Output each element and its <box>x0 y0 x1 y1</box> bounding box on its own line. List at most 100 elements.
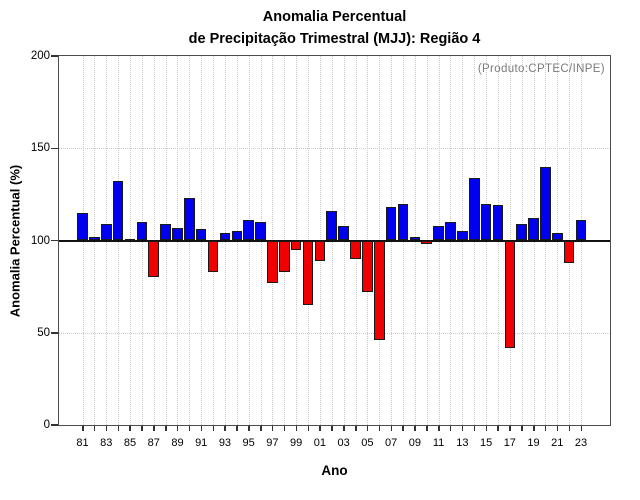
x-tick-08 <box>402 425 404 431</box>
x-tick-13 <box>461 425 464 431</box>
x-tick-label-23: 23 <box>574 437 588 449</box>
bar-85 <box>124 238 136 241</box>
x-tick-label-07: 07 <box>384 437 398 449</box>
x-tick-label-87: 87 <box>147 437 160 449</box>
baseline-100 <box>59 239 610 242</box>
bar-83 <box>100 223 112 241</box>
bar-03 <box>338 225 349 241</box>
bar-14 <box>468 177 480 241</box>
bar-18 <box>516 223 527 241</box>
x-tick-88 <box>165 425 167 431</box>
bar-94 <box>231 231 243 241</box>
bar-95 <box>243 220 254 241</box>
x-tick-11 <box>438 425 440 431</box>
x-tick-02 <box>331 425 333 431</box>
bar-23 <box>575 220 587 241</box>
x-tick-90 <box>188 425 191 431</box>
x-tick-17 <box>509 425 511 431</box>
x-tick-label-85: 85 <box>123 437 137 449</box>
bar-08 <box>397 203 409 241</box>
bar-91 <box>195 229 207 241</box>
x-tick-94 <box>236 425 238 431</box>
y-tick-50 <box>51 332 58 334</box>
x-tick-84 <box>117 425 120 431</box>
y-tick-150 <box>51 147 58 149</box>
x-tick-87 <box>153 425 155 431</box>
y-tick-label-100: 100 <box>30 234 50 247</box>
x-tick-label-03: 03 <box>337 437 350 449</box>
x-tick-99 <box>295 425 298 431</box>
bar-22 <box>563 240 575 263</box>
x-tick-label-11: 11 <box>432 437 445 449</box>
y-tick-label-0: 0 <box>43 419 50 431</box>
bar-20 <box>540 166 551 241</box>
x-tick-81 <box>82 425 84 431</box>
x-tick-label-91: 91 <box>195 437 208 449</box>
x-tick-label-97: 97 <box>266 437 279 449</box>
bar-02 <box>326 210 338 241</box>
x-tick-83 <box>105 425 108 431</box>
x-tick-82 <box>93 425 96 431</box>
chart-title-line1: Anomalia Percentual <box>262 9 407 25</box>
x-tick-label-13: 13 <box>456 437 469 449</box>
x-tick-98 <box>283 425 286 431</box>
bar-12 <box>445 222 456 241</box>
x-tick-15 <box>485 425 488 431</box>
bar-97 <box>267 240 278 283</box>
x-tick-85 <box>129 425 131 431</box>
x-tick-93 <box>224 425 226 431</box>
y-tick-0 <box>51 424 58 426</box>
x-tick-04 <box>355 425 357 431</box>
bar-09 <box>409 236 421 241</box>
bar-13 <box>457 231 468 241</box>
x-tick-label-15: 15 <box>479 437 493 449</box>
x-tick-label-83: 83 <box>100 437 113 449</box>
x-tick-89 <box>176 425 179 431</box>
x-tick-14 <box>473 425 476 431</box>
bar-87 <box>148 240 159 278</box>
x-tick-label-81: 81 <box>76 437 89 449</box>
x-tick-label-19: 19 <box>527 437 540 449</box>
x-tick-06 <box>378 425 381 431</box>
y-tick-label-150: 150 <box>30 142 50 155</box>
bar-01 <box>314 240 326 261</box>
h-gridline-50 <box>59 332 610 334</box>
x-tick-07 <box>390 425 393 431</box>
y-tick-label-200: 200 <box>30 50 50 62</box>
y-tick-100 <box>51 239 58 242</box>
bar-17 <box>504 240 516 348</box>
x-tick-21 <box>556 425 559 431</box>
x-tick-label-95: 95 <box>242 437 255 449</box>
x-tick-86 <box>141 425 143 431</box>
bar-06 <box>373 240 385 341</box>
bar-92 <box>207 240 219 272</box>
x-tick-label-89: 89 <box>171 437 184 449</box>
bar-10 <box>421 240 433 245</box>
x-tick-09 <box>414 425 416 431</box>
bar-84 <box>112 181 124 241</box>
x-tick-05 <box>366 425 369 431</box>
chart-title: Anomalia Percentual de Precipitação Trim… <box>59 7 610 51</box>
x-tick-00 <box>307 425 310 431</box>
bar-05 <box>362 240 373 293</box>
bar-99 <box>290 240 302 250</box>
x-tick-12 <box>449 425 452 431</box>
x-tick-95 <box>248 425 250 431</box>
bar-81 <box>77 212 88 241</box>
x-tick-label-09: 09 <box>408 437 421 449</box>
bar-82 <box>89 236 100 241</box>
x-tick-01 <box>319 425 321 431</box>
bar-98 <box>278 240 290 272</box>
bar-96 <box>255 222 266 241</box>
bar-15 <box>480 203 492 241</box>
bar-16 <box>492 205 504 241</box>
bar-11 <box>433 225 444 241</box>
bar-86 <box>136 222 148 241</box>
bar-21 <box>552 233 563 241</box>
x-tick-19 <box>533 425 535 431</box>
x-tick-97 <box>271 425 274 431</box>
bar-07 <box>385 207 397 241</box>
bar-88 <box>160 223 171 241</box>
x-tick-03 <box>343 425 345 431</box>
